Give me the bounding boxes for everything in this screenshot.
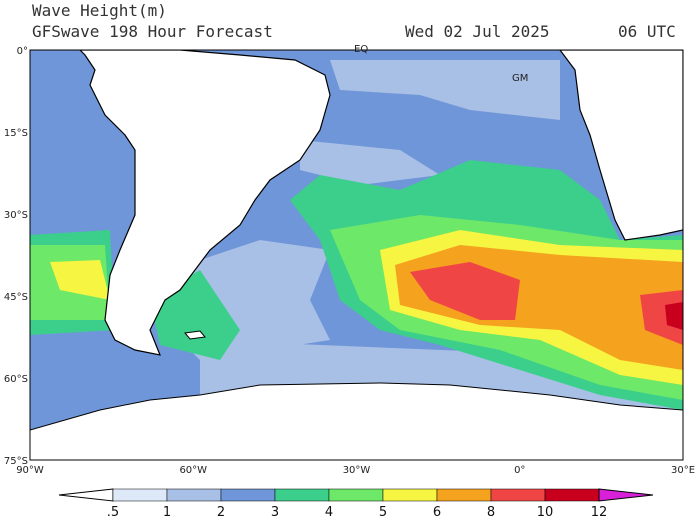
africa [559,50,683,241]
lat-label: 75°S [4,456,28,467]
colorbar-label: 1 [163,505,171,520]
colorbar-swatch [328,488,384,502]
colorbar-swatch [382,488,438,502]
colorbar-swatch [490,488,546,502]
colorbar-label: .5 [107,505,119,520]
lat-label: 60°S [4,374,28,385]
colorbar-label: 2 [217,505,225,520]
wave-band [170,60,683,420]
colorbar-label: 6 [433,505,441,520]
colorbar-swatch [544,488,600,502]
colorbar-label: 4 [325,505,333,520]
wave-band [410,262,683,345]
title: Wave Height(m) [32,1,167,20]
colorbar-label: 10 [537,505,554,520]
falklands [184,330,206,340]
lat-label: 45°S [4,292,28,303]
time: 06 UTC [618,22,676,41]
lon-label: 0° [514,465,525,476]
wave-band [665,302,683,330]
colorbar-label: 12 [591,505,608,520]
colorbar-swatch [274,488,330,502]
colorbar-swatch [436,488,492,502]
lon-label: 60°W [179,465,207,476]
axes: 0° 15°S 30°S 45°S 60°S 75°S90°W 60°W 30°W 0° 30°E [4,46,695,476]
colorbar-end [598,488,654,502]
colorbar: .5 1 2 3 4 5 6 8 10 12 [58,488,654,520]
meridian-label: GM [512,73,528,84]
colorbar-label: 8 [487,505,495,520]
colorbar-swatch [220,488,276,502]
south-america [79,50,331,356]
lon-label: 30°E [671,465,695,476]
equator-label: EQ [354,44,368,55]
colorbar-label: 3 [271,505,279,520]
map: EQ GM [29,44,684,461]
date: Wed 02 Jul 2025 [405,22,550,41]
colorbar-swatch [112,488,168,502]
lon-label: 30°W [343,465,371,476]
lat-label: 0° [17,46,28,57]
lon-label: 90°W [16,465,44,476]
colorbar-swatch [166,488,222,502]
colorbar-end [58,488,114,502]
lat-label: 15°S [4,128,28,139]
colorbar-label: 5 [379,505,387,520]
antarctica [30,382,683,460]
lat-label: 30°S [4,210,28,221]
subtitle: GFSwave 198 Hour Forecast [32,22,273,41]
